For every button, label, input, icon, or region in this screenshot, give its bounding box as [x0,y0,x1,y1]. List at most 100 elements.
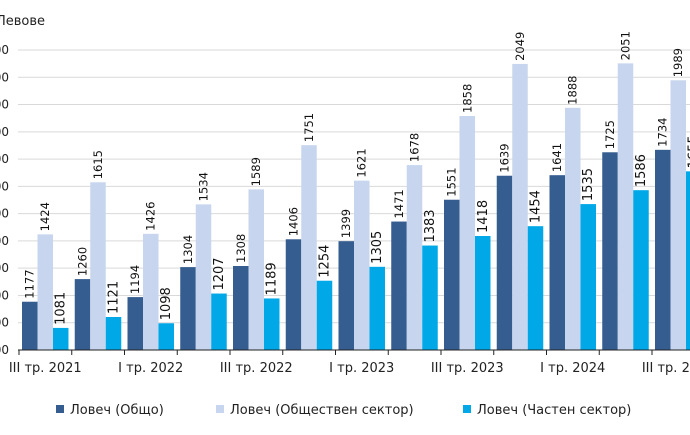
bar [686,171,690,350]
x-tick-label: I тр. 2022 [118,361,183,376]
bar [391,221,407,350]
y-tick-label: 2100 [0,43,9,57]
bar [565,107,581,351]
y-tick-label: 1100 [0,316,9,330]
data-label: 1098 [159,287,174,320]
bar [512,63,528,351]
data-label: 1399 [339,209,353,238]
bar [248,189,264,350]
bar [211,293,227,350]
bar [406,165,423,350]
bar [670,80,686,350]
data-label: 1535 [581,168,596,201]
bar [180,267,196,350]
bar [422,245,438,350]
legend: Ловеч (Общо) Ловеч (Обществен сектор) Лове… [56,403,631,418]
data-label: 1454 [529,190,544,223]
data-label: 1655 [687,135,690,168]
data-label: 1081 [54,292,69,325]
bar [158,323,174,350]
data-label: 1177 [23,269,37,298]
data-label: 1424 [38,202,52,231]
data-label: 1551 [445,167,459,196]
bar [90,182,106,350]
bar [143,233,159,350]
bar [285,239,302,350]
x-tick-label: III тр. 2024 [642,361,690,376]
bar [496,175,513,350]
bar [74,279,91,350]
legend-swatch [216,405,224,413]
bar [580,204,596,350]
bar [37,234,53,350]
y-tick-label: 1700 [0,152,9,166]
y-tick-label: 1500 [0,207,9,221]
bar [195,204,212,350]
bar [527,226,544,350]
data-label: 2049 [513,32,527,61]
data-label: 1304 [181,235,195,264]
data-label: 1308 [234,234,248,263]
data-label: 1734 [656,118,670,147]
legend-swatch [463,405,471,413]
x-tick-label: III тр. 2021 [9,361,82,376]
bars [22,63,690,351]
data-label: 1589 [249,157,263,186]
x-tick-label: I тр. 2024 [540,361,605,376]
bar [549,175,565,350]
y-axis-ticks: 1000 1100 1200 1300 1400 1500 1600 1700 1800 1900… [0,43,9,357]
data-label: 1121 [107,281,122,314]
data-label: 1641 [550,143,564,172]
data-label: 1615 [91,150,105,179]
bar [53,327,69,350]
y-tick-label: 1000 [0,343,9,357]
y-tick-label: 1300 [0,261,9,275]
data-label: 2051 [619,31,633,60]
data-labels: 1177 1424 1081 1260 1615 1121 1194 1426 1098 1304… [23,31,690,325]
data-label: 1888 [566,76,580,105]
legend-label: Ловеч (Обществен сектор) [230,403,414,418]
data-label: 1305 [370,231,385,264]
x-tick-label: I тр. 2023 [329,361,394,376]
data-label: 1406 [287,207,301,236]
data-label: 1858 [460,84,474,113]
data-label: 1194 [128,265,142,294]
data-label: 1418 [476,200,491,233]
data-label: 1254 [318,245,333,278]
bar [444,199,460,350]
x-tick-label: III тр. 2022 [220,361,293,376]
data-label: 1725 [603,120,617,149]
bar [22,301,38,350]
bar [475,236,491,350]
x-axis: III тр. 2021 I тр. 2022 III тр. 2022 I тр. … [9,349,690,376]
y-tick-label: 1400 [0,234,9,248]
bar [602,152,618,350]
data-label: 1426 [144,202,158,231]
y-tick-label: 1200 [0,288,9,302]
bar [354,180,370,350]
data-label: 1189 [265,262,280,295]
bar [301,145,317,350]
bar [655,149,671,350]
y-tick-label: 1900 [0,98,9,112]
data-label: 1586 [634,154,649,187]
data-label: 1534 [197,172,211,201]
bar [338,241,354,350]
bar [459,116,475,350]
data-label: 1639 [498,143,512,172]
y-tick-label: 2000 [0,70,9,84]
bar [264,298,280,350]
y-tick-label: 1600 [0,179,9,193]
data-label: 1989 [671,48,685,77]
bar [633,190,649,350]
y-axis-label: Левове [0,14,45,29]
bar [369,266,385,350]
legend-label: Ловеч (Частен сектор) [477,403,631,418]
legend-label: Ловеч (Общо) [70,403,164,418]
legend-swatch [56,405,64,413]
data-label: 1383 [423,209,438,242]
bar [105,317,122,350]
y-tick-label: 1800 [0,125,9,139]
